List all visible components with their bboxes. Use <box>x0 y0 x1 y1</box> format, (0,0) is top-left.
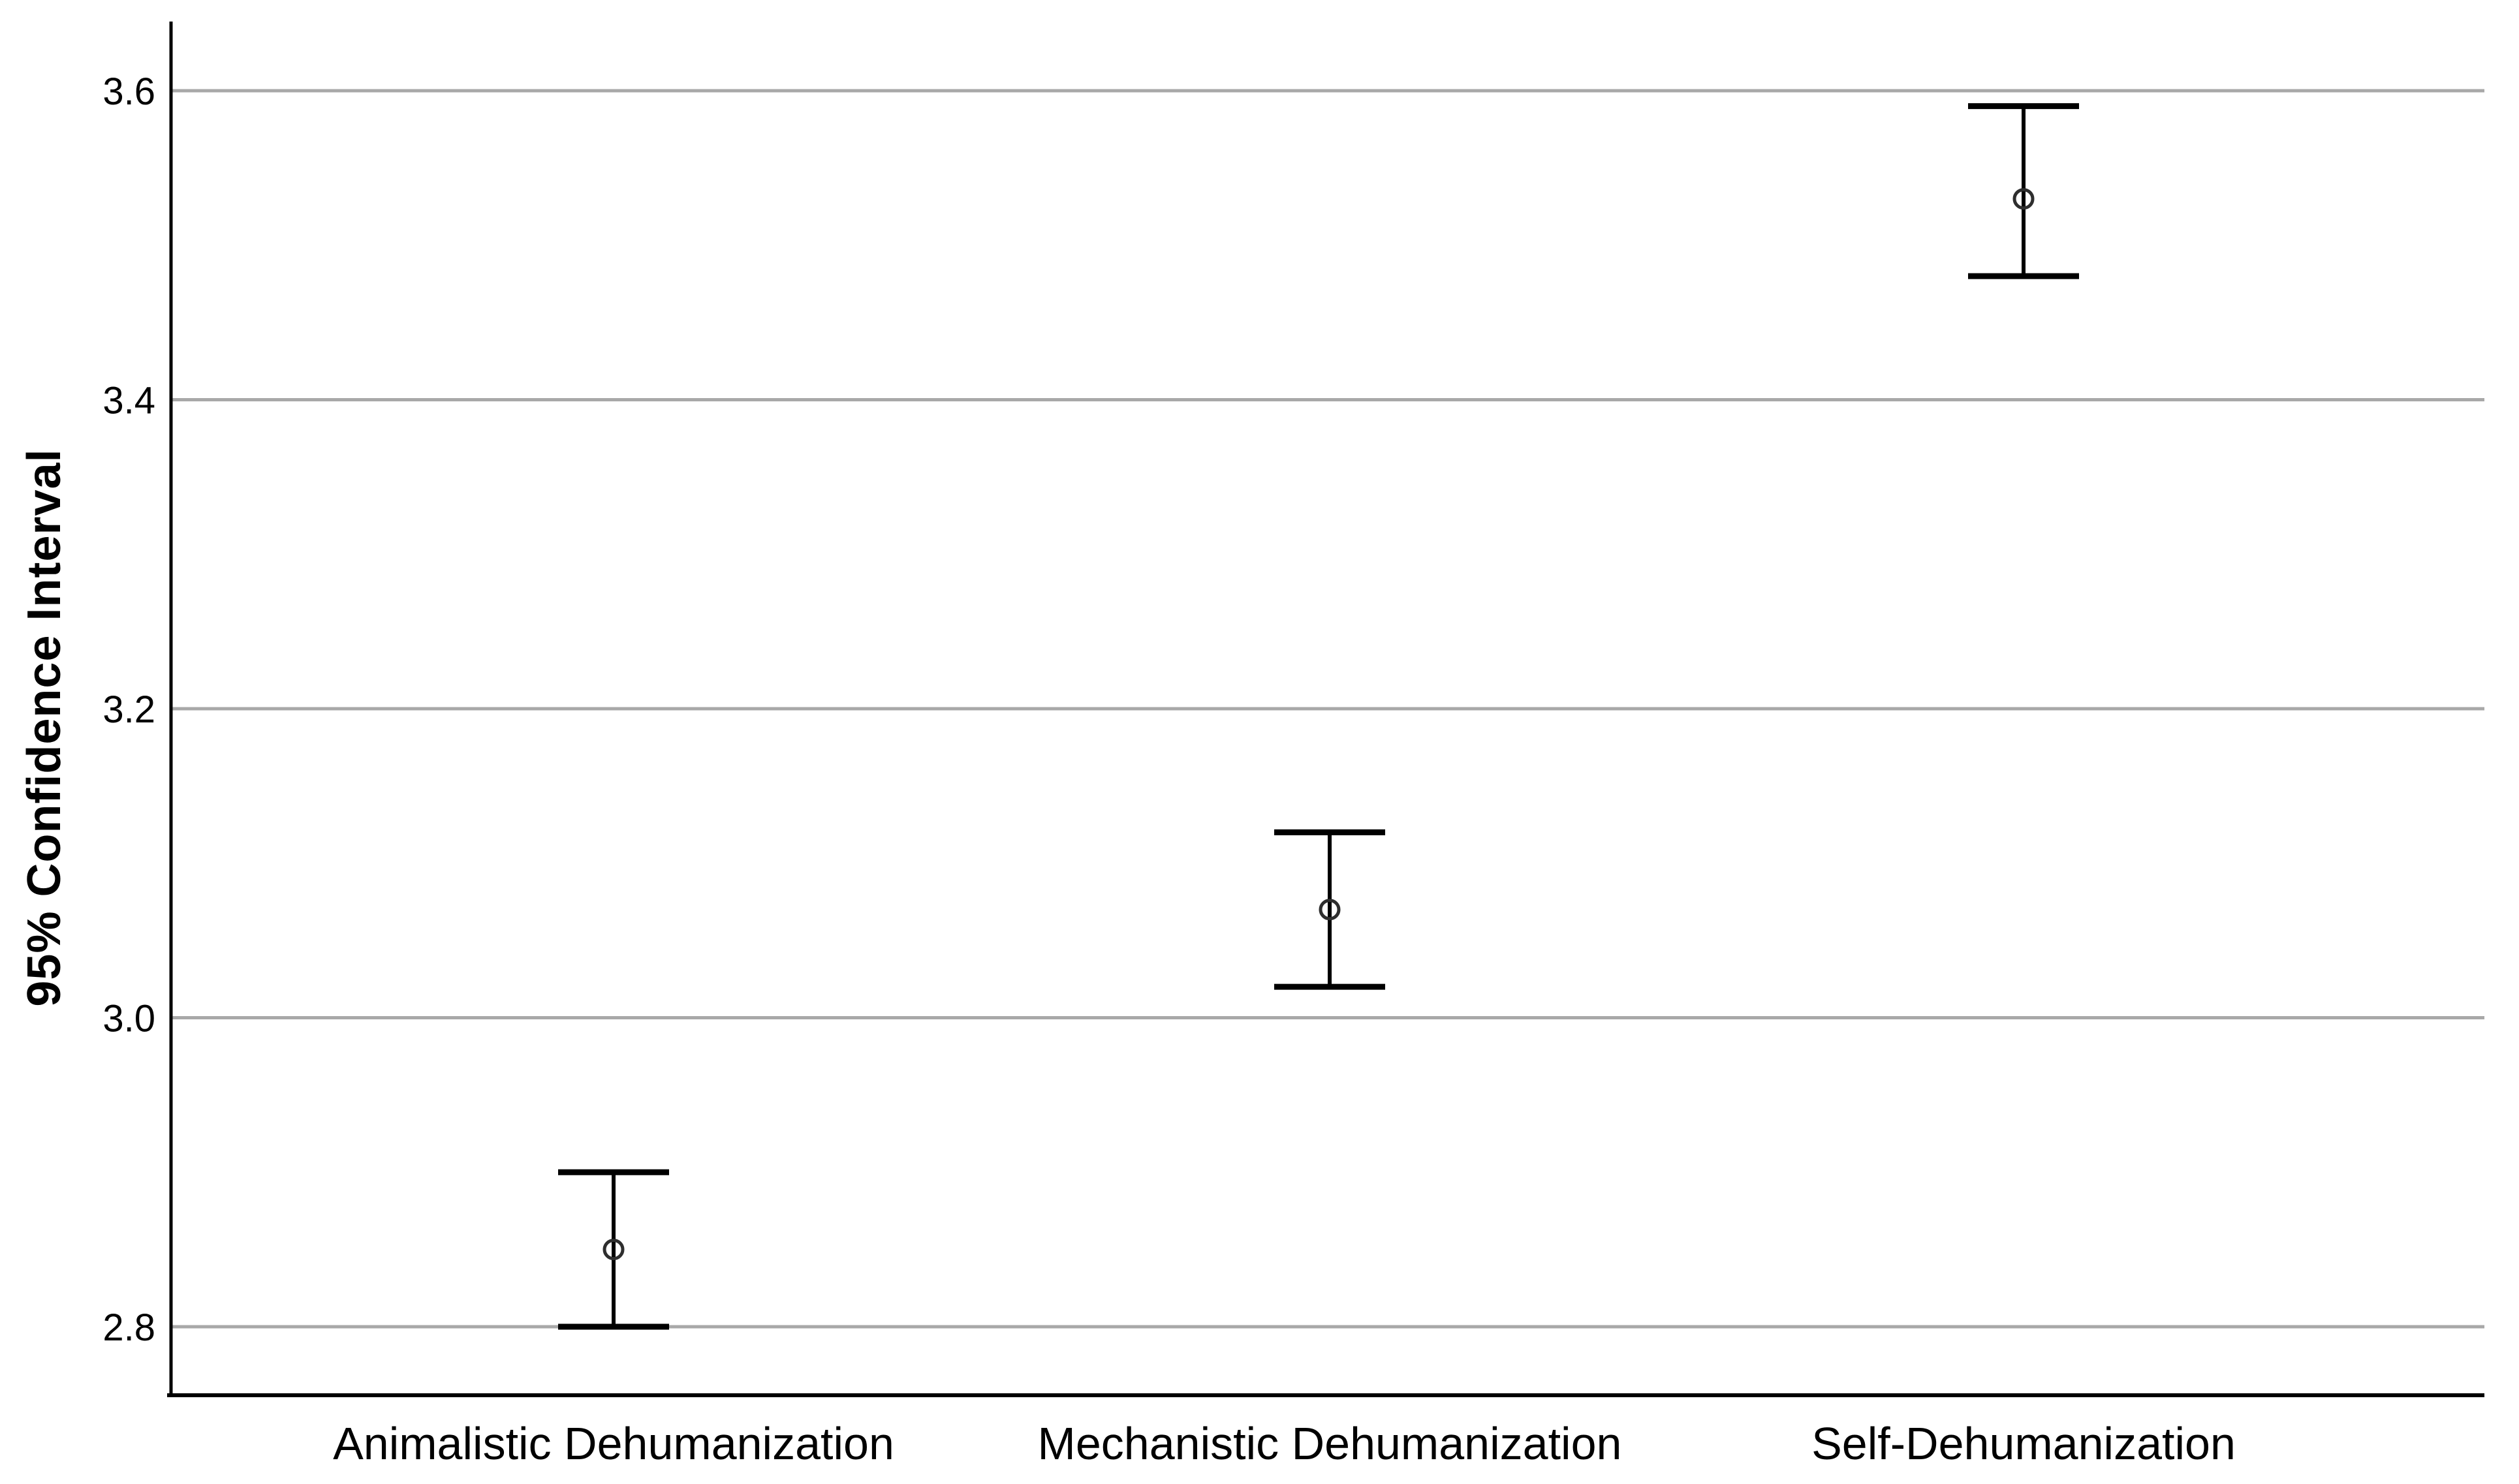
y-tick-label: 3.4 <box>102 380 155 422</box>
mean-marker <box>2012 188 2035 210</box>
x-category-label: Mechanistic Dehumanization <box>1038 1418 1622 1469</box>
mean-marker <box>602 1239 625 1261</box>
y-axis-title: 95% Confidence Interval <box>18 448 70 1007</box>
x-category-label: Self-Dehumanization <box>1811 1418 2236 1469</box>
y-tick-label: 3.0 <box>102 998 155 1040</box>
y-tick-label: 3.2 <box>102 688 155 731</box>
x-category-label: Animalistic Dehumanization <box>333 1418 894 1469</box>
mean-marker <box>1319 899 1341 921</box>
y-tick-label: 3.6 <box>102 70 155 113</box>
y-tick-label: 2.8 <box>102 1306 155 1349</box>
